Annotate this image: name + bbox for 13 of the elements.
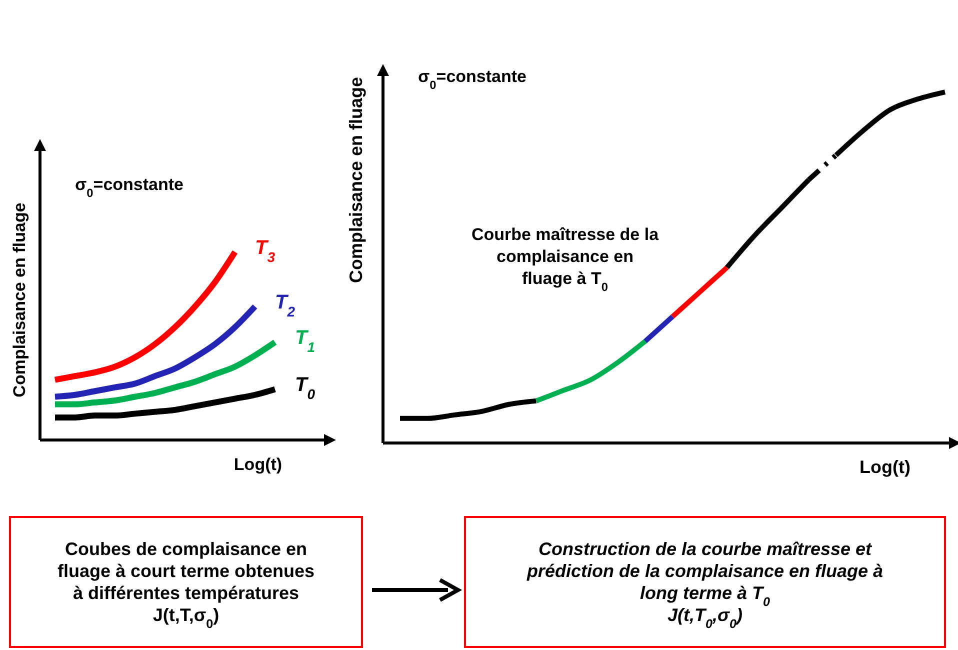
series-label: T$_{0}$ — [295, 374, 316, 402]
text: σ$_{0}$=constante — [75, 175, 184, 200]
series-label: T$_{3}$ — [255, 237, 276, 265]
annotation: Courbe maîtresse de la complaisance en fluage à T$_{0}$ — [471, 225, 660, 294]
x-axis-title: Log(t) — [234, 455, 282, 474]
series-label: T$_{2}$ — [275, 292, 296, 320]
text: σ$_{0}$=constante — [418, 67, 526, 92]
y-axis-title: Complaisance en fluage — [10, 202, 29, 398]
x-axis-title: Log(t) — [860, 457, 910, 477]
text: Construction de la courbe maîtresse et prédiction de la complaisance en fluage à long terme à T$_{0}$ J(t,T$_{0}$,σ$_{0}$) — [526, 539, 884, 631]
y-axis-title: Complaisance en fluage — [346, 76, 366, 284]
series-label: T$_{1}$ — [295, 327, 316, 356]
text: Coubes de complaisance en fluage à court terme obtenues à différentes températures J(t,T,σ$_{0}$) — [57, 539, 315, 631]
